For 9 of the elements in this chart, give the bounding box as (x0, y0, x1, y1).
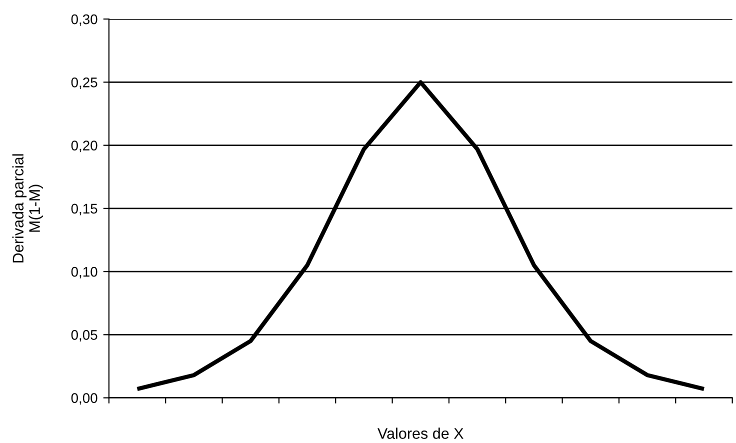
y-tick-label: 0,00 (71, 393, 98, 405)
y-tick-label: 0,15 (71, 204, 98, 216)
y-tick-label: 0,10 (71, 266, 98, 278)
y-axis-title: Derivada parcial M(1-M) (12, 154, 44, 262)
x-axis-title: Valores de X (378, 428, 464, 439)
y-tick-label: 0,05 (71, 330, 98, 342)
y-tick-label: 0,20 (71, 140, 98, 152)
y-tick-label: 0,25 (71, 78, 98, 89)
y-tick-label: 0,30 (71, 14, 98, 26)
